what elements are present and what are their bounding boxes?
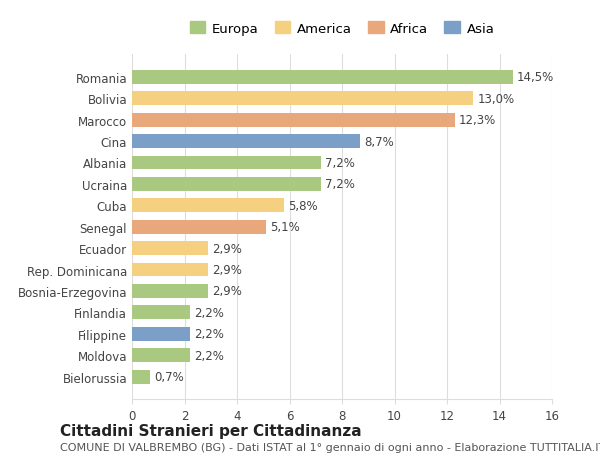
Legend: Europa, America, Africa, Asia: Europa, America, Africa, Asia — [184, 17, 500, 41]
Bar — [132, 284, 208, 298]
Bar — [132, 113, 455, 127]
Text: 2,9%: 2,9% — [212, 263, 242, 276]
Text: COMUNE DI VALBREMBO (BG) - Dati ISTAT al 1° gennaio di ogni anno - Elaborazione : COMUNE DI VALBREMBO (BG) - Dati ISTAT al… — [60, 442, 600, 452]
Bar — [132, 71, 512, 84]
Bar — [132, 327, 190, 341]
Text: 2,2%: 2,2% — [194, 349, 224, 362]
Bar — [132, 156, 321, 170]
Text: 5,1%: 5,1% — [270, 221, 299, 234]
Text: 8,7%: 8,7% — [364, 135, 394, 148]
Text: 7,2%: 7,2% — [325, 178, 355, 191]
Text: 2,2%: 2,2% — [194, 306, 224, 319]
Bar — [132, 370, 151, 384]
Text: 2,2%: 2,2% — [194, 328, 224, 341]
Bar — [132, 263, 208, 277]
Text: 14,5%: 14,5% — [517, 71, 554, 84]
Bar — [132, 348, 190, 362]
Text: 5,8%: 5,8% — [288, 199, 318, 213]
Text: Cittadini Stranieri per Cittadinanza: Cittadini Stranieri per Cittadinanza — [60, 423, 362, 438]
Bar — [132, 220, 266, 234]
Bar — [132, 199, 284, 213]
Bar — [132, 241, 208, 256]
Bar — [132, 92, 473, 106]
Text: 12,3%: 12,3% — [459, 114, 496, 127]
Text: 7,2%: 7,2% — [325, 157, 355, 170]
Bar — [132, 135, 361, 149]
Text: 2,9%: 2,9% — [212, 242, 242, 255]
Bar — [132, 306, 190, 319]
Bar — [132, 178, 321, 191]
Text: 2,9%: 2,9% — [212, 285, 242, 298]
Text: 0,7%: 0,7% — [154, 370, 184, 383]
Text: 13,0%: 13,0% — [477, 93, 514, 106]
